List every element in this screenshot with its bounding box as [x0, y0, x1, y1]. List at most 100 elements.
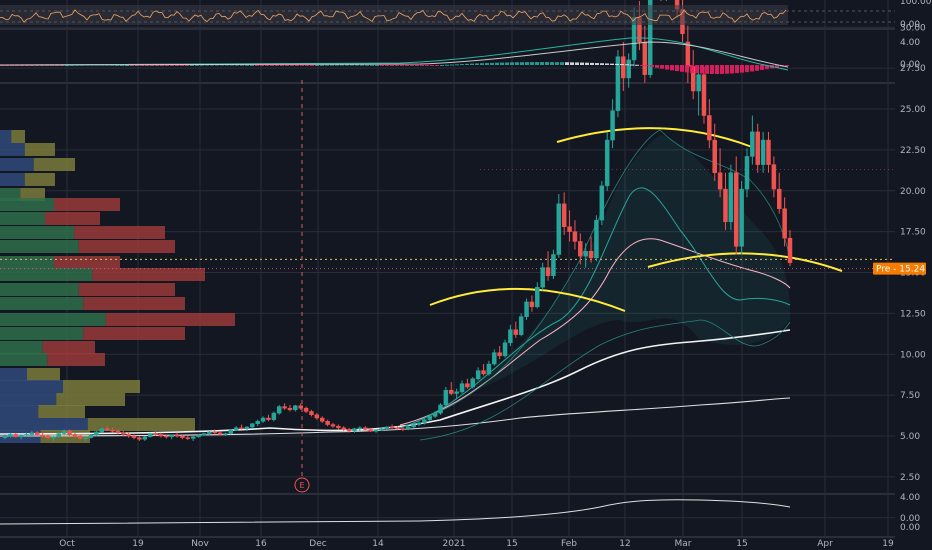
price-tick: 12.50 [900, 309, 926, 319]
candle-body [35, 432, 40, 436]
candle-body [615, 56, 621, 111]
candle-body [239, 427, 244, 430]
candle-body [244, 426, 250, 429]
candle-body [449, 389, 454, 394]
rsi-band [0, 5, 788, 25]
candle-body [40, 434, 45, 437]
macd-bar [165, 65, 169, 66]
macd-bar [740, 65, 744, 73]
candle-body [368, 429, 373, 432]
time-tick: Feb [561, 539, 577, 549]
candle-body [572, 231, 578, 242]
candle-body [513, 329, 519, 335]
macd-bar [600, 63, 604, 65]
candle-body [728, 172, 734, 223]
volume-tick: 0.00 [900, 523, 920, 533]
candle-body [610, 110, 615, 141]
macd-bar [160, 65, 164, 66]
time-tick: 16 [255, 539, 267, 549]
macd-bar [405, 65, 409, 66]
macd-bar [515, 62, 519, 65]
candle-body [303, 407, 309, 412]
macd-bar [690, 65, 694, 73]
time-tick: 15 [506, 539, 517, 549]
volume-profile-up [0, 226, 75, 239]
candle-body [212, 431, 217, 434]
macd-bar [300, 65, 304, 66]
macd-bar [235, 64, 239, 66]
candle-body [578, 241, 583, 257]
candle-body [336, 425, 341, 429]
rsi-line [0, 9, 787, 23]
macd-bar [625, 64, 629, 66]
volume-profile-down [45, 212, 100, 225]
macd-bar [210, 64, 214, 66]
time-tick: 19 [882, 539, 894, 549]
volume-profile-up [0, 158, 34, 171]
macd-bar [385, 65, 389, 66]
price-axis-bg [895, 0, 932, 550]
volume-profile-up [0, 173, 25, 186]
macd-bar [395, 65, 399, 66]
candle-body [131, 435, 137, 438]
macd-bar [115, 64, 119, 66]
macd-bar [525, 62, 529, 65]
macd-bar [435, 65, 439, 66]
candle-body [497, 352, 502, 357]
macd-bar [760, 65, 764, 71]
volume-profile-up [0, 418, 88, 431]
candle-body [712, 139, 717, 174]
macd-bar [195, 64, 199, 66]
candle-body [99, 428, 105, 433]
candle-body [535, 286, 540, 308]
macd-bar [490, 62, 494, 65]
volume-profile-down [105, 313, 235, 326]
price-tick: 7.50 [900, 391, 920, 401]
macd-bar [595, 63, 599, 65]
volume-profile-up [0, 405, 39, 418]
candle-body [422, 419, 427, 424]
candles [2, 0, 793, 441]
candle-body [217, 432, 223, 435]
macd-bar [585, 62, 589, 65]
volume-profile-down [47, 353, 105, 366]
macd-bar [610, 63, 614, 65]
price-tick: 27.50 [900, 64, 926, 74]
candle-body [588, 250, 594, 259]
macd-bar [5, 65, 9, 66]
macd-bar [135, 65, 139, 66]
macd-bar [150, 65, 154, 66]
macd-bar [350, 64, 354, 66]
candle-body [147, 433, 153, 438]
macd-bar [60, 65, 64, 66]
candle-body [346, 429, 352, 432]
volume-profile-up [0, 297, 84, 310]
macd-bar [315, 64, 319, 66]
macd-bar [695, 65, 699, 74]
macd-bar [305, 65, 309, 66]
volume-profile-up [0, 380, 63, 393]
volume-profile-up [0, 188, 21, 201]
macd-bar [120, 64, 124, 66]
macd-bar [0, 65, 4, 66]
macd-bar [520, 62, 524, 65]
macd-bar [325, 64, 329, 66]
macd-bar [270, 65, 274, 66]
macd-bar [30, 65, 34, 66]
macd-bar [650, 65, 654, 67]
macd-bar [220, 64, 224, 66]
macd-bar [530, 62, 534, 65]
candle-body [696, 74, 701, 92]
macd-bar [280, 65, 284, 66]
candle-body [739, 188, 744, 247]
price-tick: 17.50 [900, 228, 926, 238]
macd-bar [510, 62, 514, 65]
candle-body [454, 391, 459, 394]
candle-body [293, 405, 298, 411]
price-label-box [873, 262, 926, 275]
macd-bar [425, 65, 429, 66]
arc-right-shoulder [647, 252, 843, 272]
time-tick: 12 [619, 539, 630, 549]
candle-body [766, 139, 771, 165]
